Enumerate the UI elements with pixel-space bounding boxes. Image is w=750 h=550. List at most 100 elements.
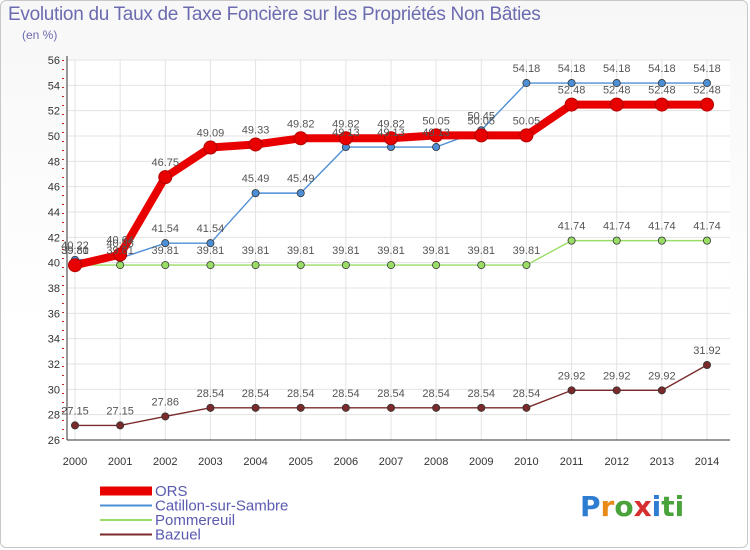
data-point-bazuel bbox=[341, 403, 350, 412]
y-tick-label: 56 bbox=[48, 55, 60, 67]
data-point-catillon-sur-sambre bbox=[612, 79, 621, 88]
legend-label: ORS bbox=[155, 483, 188, 500]
data-label: 50.05 bbox=[468, 115, 496, 127]
y-tick-label: 44 bbox=[48, 207, 60, 219]
data-label: 49.13 bbox=[377, 127, 405, 139]
data-point-bazuel bbox=[386, 403, 395, 412]
data-point-ors bbox=[564, 97, 579, 112]
data-label: 39.81 bbox=[468, 245, 496, 257]
data-label: 54.18 bbox=[513, 63, 541, 75]
legend-label: Catillon-sur-Sambre bbox=[155, 498, 288, 515]
x-tick-label: 2009 bbox=[469, 456, 493, 468]
data-label: 49.13 bbox=[332, 127, 360, 139]
data-label: 54.18 bbox=[603, 63, 631, 75]
x-tick-label: 2011 bbox=[560, 456, 584, 468]
x-tick-label: 2012 bbox=[604, 456, 628, 468]
data-label: 28.54 bbox=[513, 388, 541, 400]
y-tick-label: 38 bbox=[48, 283, 60, 295]
data-label: 52.48 bbox=[558, 85, 586, 97]
data-label: 27.86 bbox=[152, 396, 180, 408]
data-label: 28.54 bbox=[377, 388, 405, 400]
y-tick-label: 48 bbox=[48, 156, 60, 168]
data-label: 28.54 bbox=[197, 388, 225, 400]
y-tick-label: 52 bbox=[48, 106, 60, 118]
data-label: 39.81 bbox=[242, 245, 270, 257]
data-point-bazuel bbox=[161, 412, 170, 421]
data-label: 28.54 bbox=[287, 388, 315, 400]
data-point-catillon-sur-sambre bbox=[703, 79, 712, 88]
data-point-catillon-sur-sambre bbox=[251, 189, 260, 198]
data-point-ors bbox=[384, 131, 398, 146]
data-label: 39.81 bbox=[513, 245, 541, 257]
data-point-ors bbox=[158, 170, 173, 185]
data-label: 39.81 bbox=[287, 245, 315, 257]
data-point-bazuel bbox=[567, 386, 576, 395]
y-tick-label: 46 bbox=[48, 182, 60, 194]
x-tick-label: 2005 bbox=[288, 456, 312, 468]
x-tick-label: 2003 bbox=[198, 456, 222, 468]
plot-area bbox=[67, 60, 730, 440]
y-tick-label: 54 bbox=[48, 80, 60, 92]
data-point-ors bbox=[654, 97, 669, 112]
data-point-pommereuil bbox=[703, 236, 712, 245]
data-label: 39.80 bbox=[61, 245, 89, 257]
data-label: 39.81 bbox=[106, 245, 134, 257]
legend-label: Pommereuil bbox=[155, 512, 235, 529]
data-point-ors bbox=[609, 97, 624, 112]
data-point-pommereuil bbox=[612, 236, 621, 245]
data-point-ors bbox=[519, 128, 534, 143]
data-point-ors bbox=[113, 247, 128, 262]
data-point-catillon-sur-sambre bbox=[657, 79, 666, 88]
data-label: 39.81 bbox=[377, 245, 405, 257]
data-label: 39.81 bbox=[61, 245, 89, 257]
data-label: 39.81 bbox=[422, 245, 450, 257]
data-label: 54.18 bbox=[558, 63, 586, 75]
data-point-pommereuil bbox=[477, 261, 486, 270]
y-tick-label: 34 bbox=[48, 334, 60, 346]
data-point-pommereuil bbox=[296, 261, 305, 270]
data-point-bazuel bbox=[657, 386, 666, 395]
data-label: 40.35 bbox=[106, 238, 134, 250]
chart-title: Evolution du Taux de Taxe Foncière sur l… bbox=[8, 4, 541, 25]
data-label: 45.49 bbox=[287, 173, 315, 185]
data-label: 54.18 bbox=[693, 63, 721, 75]
y-tick-label: 30 bbox=[48, 384, 60, 396]
y-tick-label: 32 bbox=[48, 359, 60, 371]
data-point-pommereuil bbox=[567, 236, 576, 245]
x-tick-label: 2013 bbox=[650, 456, 674, 468]
data-point-bazuel bbox=[251, 403, 260, 412]
data-label: 31.92 bbox=[693, 345, 721, 357]
data-point-bazuel bbox=[703, 361, 712, 370]
y-tick-label: 50 bbox=[48, 131, 60, 143]
data-label: 40.64 bbox=[106, 235, 134, 247]
data-point-bazuel bbox=[296, 403, 305, 412]
data-label: 49.13 bbox=[422, 127, 450, 139]
y-tick-label: 28 bbox=[48, 410, 60, 422]
data-label: 29.92 bbox=[603, 370, 631, 382]
data-point-catillon-sur-sambre bbox=[161, 239, 170, 248]
data-label: 29.92 bbox=[648, 370, 676, 382]
data-label: 54.18 bbox=[648, 63, 676, 75]
x-tick-label: 2008 bbox=[424, 456, 448, 468]
data-point-ors bbox=[203, 140, 218, 155]
data-point-bazuel bbox=[116, 421, 125, 430]
data-point-bazuel bbox=[612, 386, 621, 395]
data-label: 50.45 bbox=[468, 110, 496, 122]
data-point-pommereuil bbox=[522, 261, 531, 270]
data-point-bazuel bbox=[71, 421, 80, 430]
proxiti-logo: Proxiti bbox=[580, 490, 685, 523]
data-point-bazuel bbox=[206, 403, 215, 412]
data-label: 39.81 bbox=[197, 245, 225, 257]
data-label: 50.05 bbox=[422, 115, 450, 127]
data-point-pommereuil bbox=[251, 261, 260, 270]
data-point-ors bbox=[293, 131, 308, 146]
x-tick-label: 2010 bbox=[514, 456, 538, 468]
data-point-bazuel bbox=[477, 403, 486, 412]
data-point-bazuel bbox=[522, 403, 531, 412]
legend-label: Bazuel bbox=[155, 527, 201, 544]
data-label: 41.74 bbox=[693, 221, 721, 233]
data-label: 49.82 bbox=[332, 118, 360, 130]
x-tick-label: 2004 bbox=[243, 456, 267, 468]
y-tick-label: 42 bbox=[48, 232, 60, 244]
data-label: 52.48 bbox=[693, 85, 721, 97]
